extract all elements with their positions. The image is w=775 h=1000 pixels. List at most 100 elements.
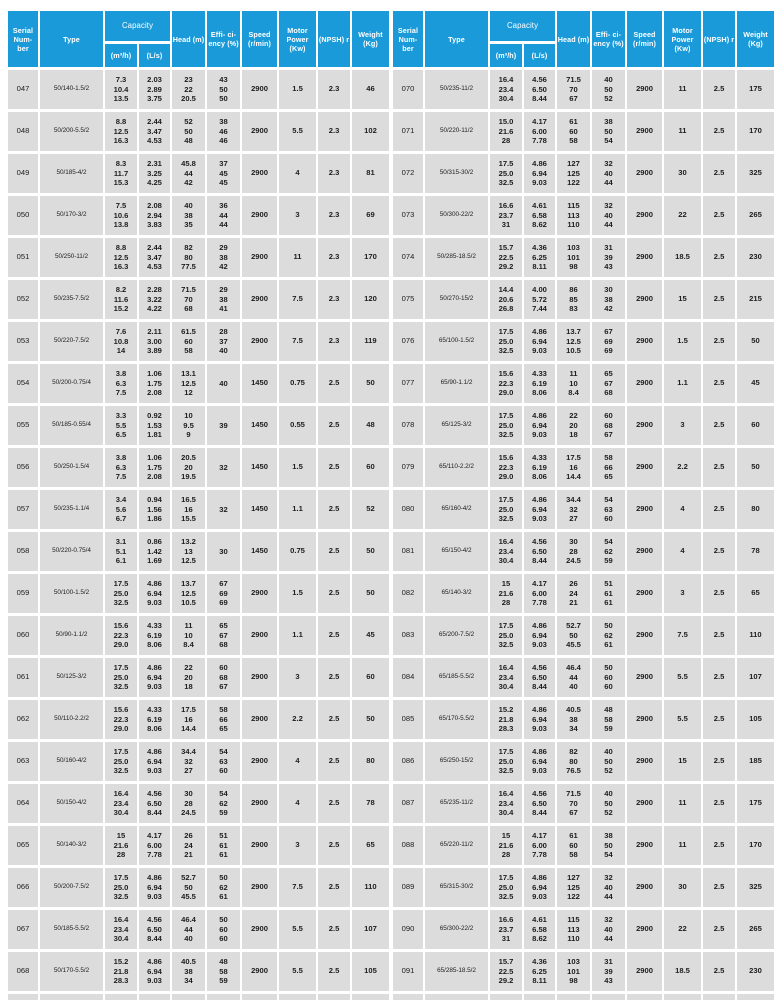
cell-serial-number: 067 [8, 910, 38, 949]
cell-weight: 60 [737, 406, 775, 445]
table-row: 088 65/220-11/2 15 21.6 28 4.17 6.00 7.78 61 60 58… [393, 826, 775, 865]
cell-head-value: 20.5 [181, 94, 196, 104]
cell-capacity-ls-value: 3.00 [147, 336, 162, 346]
cell-speed: 2900 [627, 532, 663, 571]
cell-serial-number: 059 [8, 574, 38, 613]
cell-weight: 60 [352, 448, 390, 487]
column-header-speed: Speed (r/min) [627, 11, 663, 67]
cell-head-value: 40 [184, 200, 193, 210]
column-header-weight: Weight (Kg) [352, 11, 390, 67]
cell-npsh: 2.5 [318, 616, 351, 655]
cell-capacity-ls-value: 6.00 [532, 588, 547, 598]
cell-capacity-m3h-value: 25.0 [498, 336, 514, 346]
cell-efficiency-value: 37 [219, 336, 228, 346]
cell-capacity-m3h-value: 16.4 [498, 536, 514, 546]
cell-head: 71.5 70 67 [557, 784, 591, 823]
cell-efficiency-value: 52 [604, 94, 613, 104]
cell-capacity-m3h-value: 29.0 [113, 640, 129, 650]
cell-capacity-ls-value: 6.94 [147, 588, 162, 598]
cell-efficiency-value: 43 [219, 74, 228, 84]
cell-capacity-ls-value: 4.86 [532, 410, 547, 420]
cell-efficiency: 32 40 44 [592, 196, 626, 235]
cell-head-value: 24.5 [181, 808, 196, 818]
cell-capacity-ls-value: 4.61 [532, 200, 547, 210]
cell-head-value: 77.5 [181, 262, 196, 272]
cell-weight: 265 [737, 196, 775, 235]
cell-capacity-ls-value: 3.75 [147, 94, 162, 104]
cell-capacity-ls-value: 4.86 [147, 746, 162, 756]
cell-capacity-m3h: 15.0 21.6 28 [490, 112, 522, 151]
cell-head-value: 98 [569, 262, 578, 272]
cell-efficiency-value: 44 [219, 220, 228, 230]
cell-npsh: 2.5 [703, 616, 736, 655]
cell-head-value: 125 [567, 882, 580, 892]
cell-head: 26 24 21 [172, 826, 206, 865]
cell-serial-number: 051 [8, 238, 38, 277]
cell-efficiency: 38 50 54 [592, 112, 626, 151]
cell-npsh: 2.5 [703, 952, 736, 991]
cell-capacity-m3h-value: 25.0 [498, 630, 514, 640]
cell-type: 50/220-0.75/4 [40, 532, 103, 571]
cell-efficiency: 32 [207, 448, 241, 487]
cell-npsh: 2.5 [318, 742, 351, 781]
cell-efficiency: 50 60 60 [592, 658, 626, 697]
cell-efficiency-value: 39 [604, 966, 613, 976]
cell-type: 50/200-0.75/4 [40, 364, 103, 403]
cell-capacity-ls-value: 6.94 [147, 882, 162, 892]
cell-efficiency: 65 67 68 [592, 364, 626, 403]
cell-speed: 2900 [242, 616, 278, 655]
cell-motor-power: 1.5 [279, 574, 317, 613]
cell-head-value: 12.5 [181, 556, 196, 566]
cell-capacity-ls-value: 6.50 [147, 798, 162, 808]
cell-motor-power: 3 [279, 826, 317, 865]
cell-type: 65/125-3/2 [425, 406, 488, 445]
cell-capacity-ls-value: 8.44 [147, 934, 162, 944]
cell-head-value: 30 [569, 536, 578, 546]
cell-motor-power: 11 [664, 784, 702, 823]
cell-efficiency-value: 42 [219, 262, 228, 272]
cell-capacity-ls-value: 6.94 [532, 882, 547, 892]
cell-efficiency-value: 54 [604, 850, 613, 860]
cell-efficiency: 58 66 65 [207, 700, 241, 739]
column-header-head: Head (m) [172, 11, 206, 67]
cell-capacity-ls: 2.28 3.22 4.22 [139, 280, 171, 319]
cell-efficiency: 32 [207, 490, 241, 529]
cell-npsh: 2.3 [318, 70, 351, 109]
cell-capacity-ls-value: 1.56 [147, 504, 162, 514]
table-row: 09265/270-15/214.420.626.84.005.727.4486… [393, 994, 775, 1000]
cell-head-value: 60 [569, 126, 578, 136]
table-row: 048 50/200-5.5/2 8.8 12.5 16.3 2.44 3.47 4.53 52… [8, 112, 390, 151]
table-body-left: 047 50/140-1.5/2 7.3 10.4 13.5 2.03 2.89 3.75 23… [8, 70, 390, 1000]
cell-efficiency: 31 39 43 [592, 238, 626, 277]
cell-efficiency: 37 45 45 [207, 154, 241, 193]
cell-capacity-m3h-value: 21.6 [498, 588, 514, 598]
cell-capacity-ls-value: 8.44 [147, 808, 162, 818]
cell-capacity-ls-value: 6.50 [532, 546, 547, 556]
cell-capacity-ls-value: 6.94 [532, 420, 547, 430]
cell-motor-power: 5.5 [279, 952, 317, 991]
cell-npsh: 2.5 [703, 868, 736, 907]
cell-capacity-m3h-value: 16.4 [498, 788, 514, 798]
cell-capacity-ls: 2.44 3.47 4.53 [139, 238, 171, 277]
cell-capacity-m3h-value: 28.3 [113, 976, 129, 986]
cell-efficiency-value: 60 [604, 410, 613, 420]
cell-speed: 2900 [627, 658, 663, 697]
cell-efficiency-value: 61 [604, 598, 613, 608]
cell-head-value: 18 [184, 682, 193, 692]
cell-efficiency: 54 63 60 [592, 490, 626, 529]
cell-capacity-m3h-value: 15.2 [113, 304, 129, 314]
cell-weight: 230 [737, 238, 775, 277]
cell-npsh: 2.3 [318, 154, 351, 193]
cell-capacity-m3h-value: 29.0 [498, 388, 514, 398]
cell-capacity-m3h-value: 10.4 [113, 84, 129, 94]
cell-capacity-m3h-value: 11.6 [113, 294, 129, 304]
cell-serial-number: 086 [393, 742, 423, 781]
cell-head-value: 11 [184, 620, 193, 630]
table-row: 055 50/185-0.55/4 3.3 5.5 6.5 0.92 1.53 1.81 10 9… [8, 406, 390, 445]
cell-efficiency: 60 68 67 [207, 658, 241, 697]
cell-efficiency-value: 46 [219, 126, 228, 136]
